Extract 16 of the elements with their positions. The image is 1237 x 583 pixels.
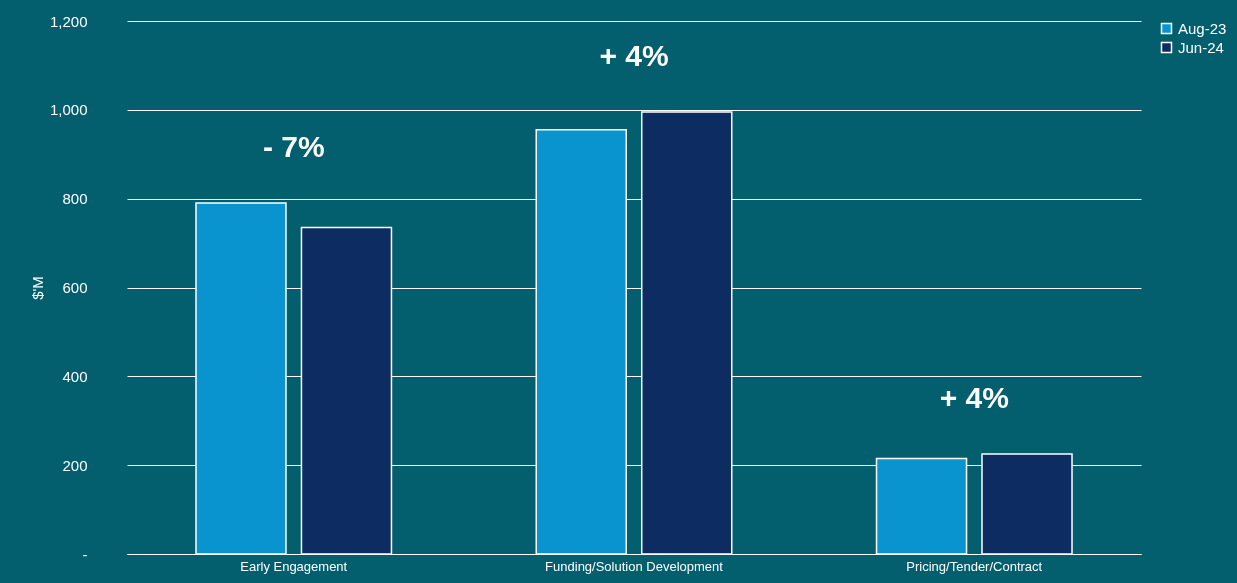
y-tick-label: 600: [62, 279, 88, 296]
legend-label: Aug-23: [1178, 19, 1227, 37]
annotation: + 4%: [939, 381, 1009, 415]
y-tick-label: 200: [62, 456, 88, 474]
y-tick-label: -: [82, 545, 88, 563]
y-tick-label: 800: [62, 190, 88, 208]
y-tick-label: 1,000: [49, 101, 88, 119]
x-tick-label: Funding/Solution Development: [545, 558, 724, 574]
y-tick-label: 1,200: [49, 12, 88, 30]
x-tick-label: Early Engagement: [240, 558, 348, 574]
y-axis-title: $'M: [28, 276, 46, 300]
annotation: - 7%: [262, 130, 325, 164]
annotation: + 4%: [599, 39, 669, 73]
x-tick-label: Pricing/Tender/Contract: [906, 558, 1043, 574]
legend-label: Jun-24: [1178, 38, 1224, 56]
y-tick-label: 400: [62, 367, 88, 385]
